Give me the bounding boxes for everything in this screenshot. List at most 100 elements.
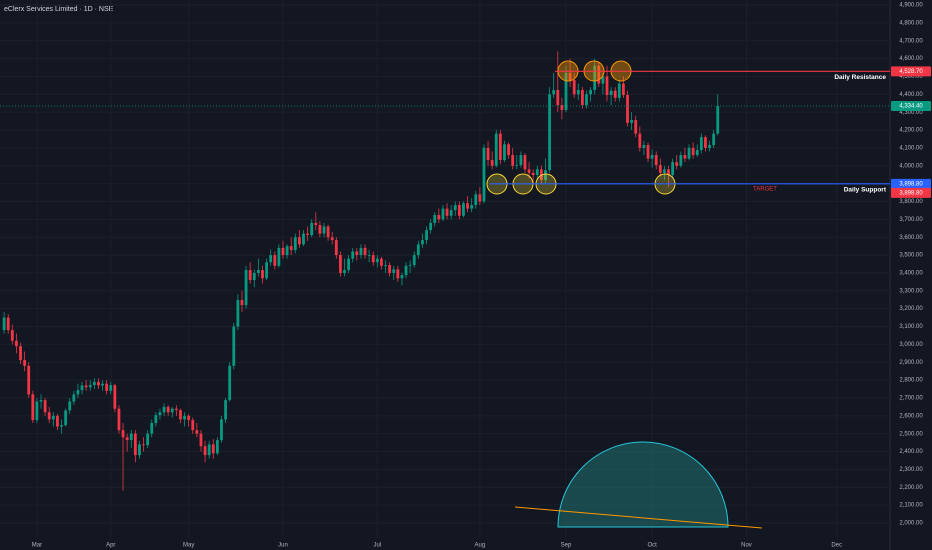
y-tick-label: 3,700.00 bbox=[899, 217, 923, 223]
candle-body bbox=[121, 430, 125, 438]
candle-body bbox=[527, 169, 531, 173]
candle-body bbox=[421, 240, 424, 245]
candle-body bbox=[72, 394, 76, 402]
y-tick-label: 2,500.00 bbox=[899, 431, 923, 437]
y-tick-label: 2,200.00 bbox=[899, 485, 923, 491]
candle-body bbox=[129, 433, 133, 441]
candle-body bbox=[298, 237, 301, 245]
candle-body bbox=[601, 76, 605, 84]
candle-body bbox=[277, 247, 281, 266]
x-tick-label: Jun bbox=[278, 543, 288, 549]
candle-body bbox=[683, 155, 687, 159]
candle-body bbox=[650, 155, 654, 159]
candle-body bbox=[704, 137, 707, 148]
candle-body bbox=[466, 203, 469, 209]
candle-body bbox=[708, 145, 711, 148]
candle-body bbox=[593, 65, 597, 91]
candle-body bbox=[322, 226, 326, 234]
candle-body bbox=[125, 437, 129, 441]
candle-body bbox=[101, 383, 104, 386]
candle-body bbox=[166, 406, 170, 413]
price-label: 4,334.40 bbox=[899, 104, 923, 110]
candle-body bbox=[560, 105, 564, 111]
x-tick-label: Aug bbox=[475, 543, 486, 549]
candle-body bbox=[142, 444, 145, 446]
candle-body bbox=[462, 203, 465, 216]
y-tick-label: 2,900.00 bbox=[899, 360, 923, 366]
candle-body bbox=[224, 400, 227, 420]
candle-body bbox=[10, 330, 14, 341]
y-tick-label: 3,500.00 bbox=[899, 253, 923, 259]
price-label: 4,528.70 bbox=[899, 69, 923, 75]
x-tick-label: May bbox=[183, 543, 194, 549]
candle-body bbox=[158, 412, 162, 416]
candle-body bbox=[207, 444, 211, 456]
candle-body bbox=[392, 269, 396, 273]
candle-body bbox=[76, 390, 80, 395]
candle-body bbox=[646, 145, 650, 159]
target-text: TARGET bbox=[753, 186, 777, 192]
candles bbox=[2, 51, 720, 491]
candle-body bbox=[498, 133, 502, 161]
candle-body bbox=[425, 230, 428, 241]
x-tick-label: Mar bbox=[32, 543, 42, 549]
candle-body bbox=[716, 106, 720, 134]
candle-body bbox=[699, 137, 703, 151]
candle-body bbox=[310, 222, 314, 236]
candle-body bbox=[97, 381, 100, 386]
candle-body bbox=[220, 419, 223, 441]
candle-body bbox=[351, 251, 355, 259]
candle-body bbox=[371, 255, 375, 263]
candle-body bbox=[404, 265, 408, 276]
candle-body bbox=[211, 444, 215, 454]
price-label: 3,898.80 bbox=[899, 181, 923, 187]
candle-body bbox=[261, 270, 264, 279]
candle-body bbox=[613, 90, 617, 98]
chart-title: eClerx Services Limited · 1D · NSE bbox=[4, 6, 114, 13]
candle-body bbox=[433, 215, 437, 223]
y-tick-label: 4,700.00 bbox=[899, 38, 923, 44]
candle-body bbox=[244, 270, 248, 306]
y-tick-label: 4,800.00 bbox=[899, 20, 923, 26]
candle-body bbox=[589, 90, 592, 95]
candle-body bbox=[228, 365, 232, 401]
x-tick-label: Sep bbox=[561, 543, 572, 549]
candle-body bbox=[39, 400, 43, 402]
y-tick-label: 2,400.00 bbox=[899, 449, 923, 455]
candle-body bbox=[256, 270, 260, 273]
y-tick-label: 4,600.00 bbox=[899, 56, 923, 62]
candle-body bbox=[60, 425, 63, 427]
candle-body bbox=[544, 170, 547, 181]
candle-body bbox=[511, 155, 515, 166]
candle-body bbox=[105, 383, 109, 391]
candle-body bbox=[556, 90, 560, 106]
candle-body bbox=[626, 95, 629, 123]
candle-body bbox=[80, 385, 84, 391]
candle-body bbox=[642, 145, 646, 148]
candle-body bbox=[248, 270, 252, 281]
candle-body bbox=[19, 346, 22, 361]
candle-body bbox=[179, 410, 182, 420]
candle-body bbox=[470, 205, 474, 209]
candle-body bbox=[138, 444, 141, 456]
candle-body bbox=[31, 394, 35, 421]
candle-body bbox=[572, 80, 576, 95]
candle-body bbox=[64, 410, 68, 426]
x-tick-label: Nov bbox=[741, 543, 752, 549]
y-tick-label: 2,000.00 bbox=[899, 521, 923, 527]
candle-body bbox=[474, 194, 478, 206]
candle-body bbox=[441, 208, 445, 220]
candle-body bbox=[503, 144, 506, 161]
candle-body bbox=[326, 226, 330, 238]
grid bbox=[0, 0, 890, 538]
candle-body bbox=[113, 385, 117, 409]
candle-body bbox=[273, 255, 277, 266]
candle-body bbox=[302, 233, 305, 245]
candle-body bbox=[380, 258, 383, 266]
candle-body bbox=[240, 300, 244, 306]
candle-body bbox=[597, 65, 601, 84]
candle-body bbox=[429, 222, 433, 231]
candle-body bbox=[293, 237, 297, 251]
candle-body bbox=[437, 215, 441, 220]
volume-trendline bbox=[514, 506, 763, 529]
